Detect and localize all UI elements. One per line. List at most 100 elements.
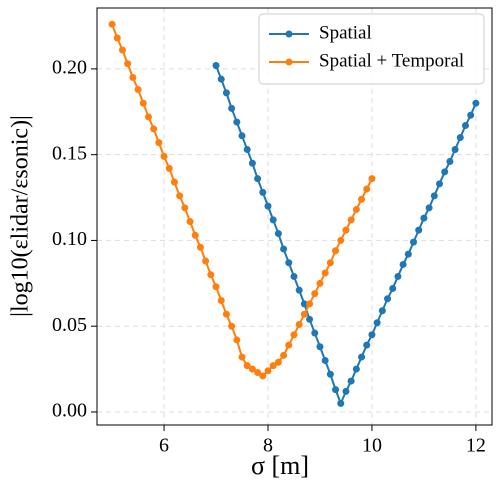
- marker: [352, 365, 360, 373]
- y-tick-label: 0.10: [52, 228, 87, 250]
- marker: [243, 362, 251, 370]
- marker: [269, 362, 277, 370]
- marker: [259, 188, 267, 196]
- marker: [456, 134, 464, 142]
- marker: [358, 353, 366, 361]
- marker: [238, 353, 246, 361]
- marker: [363, 341, 371, 349]
- x-tick-label: 10: [362, 435, 382, 457]
- marker: [332, 386, 340, 394]
- y-axis-label: |log10(εlidar/εsonic)|: [8, 115, 34, 317]
- legend-box: [258, 13, 485, 85]
- marker: [404, 250, 412, 258]
- marker: [217, 296, 225, 304]
- marker: [306, 300, 314, 308]
- marker: [394, 272, 402, 280]
- marker: [389, 284, 397, 292]
- marker: [384, 295, 392, 303]
- marker: [243, 146, 251, 154]
- marker: [222, 89, 230, 97]
- marker: [191, 231, 199, 239]
- marker: [410, 238, 418, 246]
- marker: [461, 122, 469, 130]
- y-tick-label: 0.00: [52, 400, 87, 422]
- marker: [415, 226, 423, 234]
- marker: [280, 245, 288, 253]
- marker: [144, 113, 152, 121]
- marker: [342, 226, 350, 234]
- marker: [363, 185, 371, 193]
- marker: [311, 329, 319, 337]
- line: [215, 65, 477, 407]
- marker: [176, 192, 184, 200]
- marker: [326, 370, 334, 378]
- x-axis-label: σ [m]: [251, 451, 309, 480]
- marker: [368, 331, 376, 339]
- marker: [311, 290, 319, 298]
- marker: [280, 351, 288, 359]
- marker: [108, 20, 116, 28]
- marker: [347, 377, 355, 385]
- marker: [269, 216, 277, 224]
- marker: [222, 310, 230, 318]
- marker: [295, 286, 303, 294]
- marker: [352, 206, 360, 214]
- marker: [332, 247, 340, 255]
- marker: [254, 175, 262, 183]
- marker: [326, 259, 334, 267]
- marker: [264, 367, 272, 375]
- marker: [337, 399, 345, 407]
- marker: [139, 99, 147, 107]
- marker: [228, 322, 236, 330]
- x-tick-label: 8: [263, 435, 273, 457]
- marker: [181, 204, 189, 212]
- legend-marker: [285, 30, 293, 38]
- legend-marker: [285, 58, 293, 66]
- marker: [436, 180, 444, 188]
- marker: [150, 125, 158, 133]
- marker: [290, 272, 298, 280]
- marker: [373, 319, 381, 327]
- legend-label: Spatial: [319, 22, 372, 43]
- marker: [155, 139, 163, 147]
- marker: [165, 164, 173, 172]
- marker: [399, 260, 407, 268]
- marker: [196, 243, 204, 251]
- marker: [441, 168, 449, 176]
- marker: [430, 192, 438, 200]
- marker: [451, 146, 459, 154]
- marker: [420, 214, 428, 222]
- y-tick-label: 0.20: [52, 56, 87, 78]
- marker: [202, 257, 210, 265]
- marker: [274, 358, 282, 366]
- y-tick-label: 0.05: [52, 314, 87, 336]
- marker: [212, 283, 220, 291]
- marker: [212, 61, 220, 69]
- marker: [295, 320, 303, 328]
- marker: [316, 343, 324, 351]
- marker: [274, 230, 282, 238]
- marker: [472, 99, 480, 107]
- marker: [321, 357, 329, 365]
- marker: [129, 73, 137, 81]
- marker: [170, 178, 178, 186]
- marker: [238, 132, 246, 140]
- marker: [321, 269, 329, 277]
- marker: [285, 341, 293, 349]
- marker: [446, 158, 454, 166]
- marker: [233, 118, 241, 126]
- marker: [290, 331, 298, 339]
- marker: [259, 372, 267, 380]
- legend-label: Spatial + Temporal: [319, 50, 464, 71]
- marker: [207, 271, 215, 279]
- marker: [160, 152, 168, 160]
- marker: [300, 300, 308, 308]
- marker: [264, 202, 272, 210]
- x-tick-label: 12: [466, 435, 486, 457]
- marker: [186, 218, 194, 226]
- marker: [368, 175, 376, 183]
- marker: [306, 315, 314, 323]
- marker: [254, 369, 262, 377]
- marker: [316, 279, 324, 287]
